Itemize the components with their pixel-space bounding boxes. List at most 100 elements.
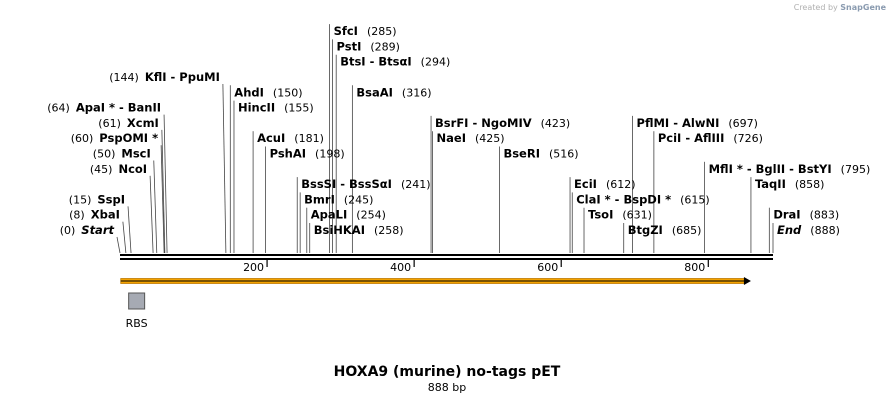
site-position: (15) <box>69 193 92 206</box>
site-label: BsaAI (316) <box>356 85 431 99</box>
axis-ticks: 200 400 600 800 <box>243 260 709 274</box>
site-end[interactable]: End (888) <box>777 223 840 237</box>
site-name: ApaI * - BanII <box>76 101 161 115</box>
site-position: (60) <box>71 132 94 145</box>
site-label: (45) NcoI <box>90 162 147 176</box>
site-bsaai[interactable]: BsaAI (316) <box>356 85 431 99</box>
site-position: (888) <box>810 224 840 237</box>
site-label: BtsI - BtsαI (294) <box>340 55 450 69</box>
site-sspi[interactable]: (15) SspI <box>69 192 125 206</box>
site-label: PshAI (198) <box>270 147 345 161</box>
site-sfci[interactable]: SfcI (285) <box>334 24 397 38</box>
site-pspomi[interactable]: (60) PspOMI * <box>71 131 158 145</box>
site-bsrfi-ngomiv[interactable]: BsrFI - NgoMIV (423) <box>435 116 570 130</box>
leader-line <box>160 145 165 254</box>
backbone-top-strand <box>120 254 773 256</box>
site-leader-lines <box>116 24 774 254</box>
leader-line <box>161 129 166 254</box>
site-psti[interactable]: PstI (289) <box>337 39 400 53</box>
feature-box-rbs[interactable] <box>128 292 146 310</box>
site-msci[interactable]: (50) MscI <box>93 147 151 161</box>
site-position: (795) <box>841 163 871 176</box>
orf-arrow-head <box>743 277 751 285</box>
site-name: BmrI <box>304 192 335 206</box>
site-taqii[interactable]: TaqII (858) <box>755 177 825 191</box>
site-naei[interactable]: NaeI (425) <box>437 131 505 145</box>
site-apai-banii[interactable]: (64) ApaI * - BanII <box>47 101 161 115</box>
leader-line <box>116 236 121 254</box>
site-position: (289) <box>370 40 400 53</box>
site-label: (8) XbaI <box>69 208 120 222</box>
site-hincii[interactable]: HincII (155) <box>238 101 314 115</box>
site-position: (64) <box>47 102 70 115</box>
credit-prefix: Created by <box>793 3 838 12</box>
site-label: SfcI (285) <box>334 24 397 38</box>
leader-line <box>163 114 168 254</box>
site-position: (245) <box>344 193 374 206</box>
site-position: (241) <box>401 178 431 191</box>
site-name: AhdI <box>234 85 264 99</box>
site-pshai[interactable]: PshAI (198) <box>270 147 345 161</box>
site-label: BsiHKAI (258) <box>314 223 404 237</box>
dna-backbone <box>120 254 773 260</box>
leader-line <box>122 221 127 254</box>
site-pcii-afliii[interactable]: PciI - AflIII (726) <box>658 131 763 145</box>
site-label: MflI * - BglII - BstYI (795) <box>709 162 871 176</box>
site-name: EciI <box>574 177 597 191</box>
site-name: SfcI <box>334 24 358 38</box>
leader-line <box>149 175 154 254</box>
site-label: HincII (155) <box>238 101 314 115</box>
site-position: (254) <box>356 209 386 222</box>
site-start[interactable]: (0) Start <box>60 223 115 237</box>
site-drai[interactable]: DraI (883) <box>773 208 839 222</box>
features: RBS <box>126 292 148 330</box>
site-label: BsrFI - NgoMIV (423) <box>435 116 570 130</box>
site-name: BsrFI - NgoMIV <box>435 116 532 130</box>
leader-line <box>222 83 227 254</box>
site-name: PciI - AflIII <box>658 131 725 145</box>
site-bsihkai[interactable]: BsiHKAI (258) <box>314 223 404 237</box>
site-tsoi[interactable]: TsoI (631) <box>588 208 652 222</box>
site-pflmi-alwni[interactable]: PflMI - AlwNI (697) <box>637 116 758 130</box>
snapgene-logo-text: SnapGene <box>840 3 886 12</box>
site-ncoi[interactable]: (45) NcoI <box>90 162 147 176</box>
snapgene-credit: Created by SnapGene <box>794 3 886 12</box>
site-btsi-bts-i[interactable]: BtsI - BtsαI (294) <box>340 55 450 69</box>
site-position: (198) <box>315 148 345 161</box>
leader-line <box>127 206 132 254</box>
site-apali[interactable]: ApaLI (254) <box>311 208 386 222</box>
site-bmri[interactable]: BmrI (245) <box>304 192 373 206</box>
site-name: PshAI <box>270 147 306 161</box>
site-bseri[interactable]: BseRI (516) <box>503 147 578 161</box>
site-position: (285) <box>367 25 397 38</box>
site-mfli-bglii-bstyi[interactable]: MflI * - BglII - BstYI (795) <box>709 162 871 176</box>
site-name: ApaLI <box>311 208 348 222</box>
site-name: XbaI <box>91 208 120 222</box>
site-label: DraI (883) <box>773 208 839 222</box>
site-xcmi[interactable]: (61) XcmI <box>98 116 159 130</box>
site-name: MflI * - BglII - BstYI <box>709 162 832 176</box>
site-btgzi[interactable]: BtgZI (685) <box>628 223 702 237</box>
site-position: (181) <box>294 132 324 145</box>
site-kfli-ppumi[interactable]: (144) KflI - PpuMI <box>109 70 220 84</box>
site-position: (316) <box>402 86 432 99</box>
site-clai-bspdi[interactable]: ClaI * - BspDI * (615) <box>576 192 710 206</box>
site-acui[interactable]: AcuI (181) <box>257 131 324 145</box>
site-ahdi[interactable]: AhdI (150) <box>234 85 302 99</box>
site-ecii[interactable]: EciI (612) <box>574 177 636 191</box>
site-position: (516) <box>549 148 579 161</box>
axis-tick-label: 400 <box>390 261 411 274</box>
site-name: AcuI <box>257 131 285 145</box>
site-label: BmrI (245) <box>304 192 373 206</box>
site-label: (144) KflI - PpuMI <box>109 70 220 84</box>
site-name: BtgZI <box>628 223 663 237</box>
site-name: TaqII <box>755 177 786 191</box>
site-xbai[interactable]: (8) XbaI <box>69 208 120 222</box>
site-name: PflMI - AlwNI <box>637 116 720 130</box>
site-position: (144) <box>109 71 139 84</box>
site-bsssi-bsss-i[interactable]: BssSI - BssSαI (241) <box>301 177 430 191</box>
site-label: TsoI (631) <box>588 208 652 222</box>
orf-arrow <box>120 277 751 285</box>
site-label: TaqII (858) <box>755 177 825 191</box>
